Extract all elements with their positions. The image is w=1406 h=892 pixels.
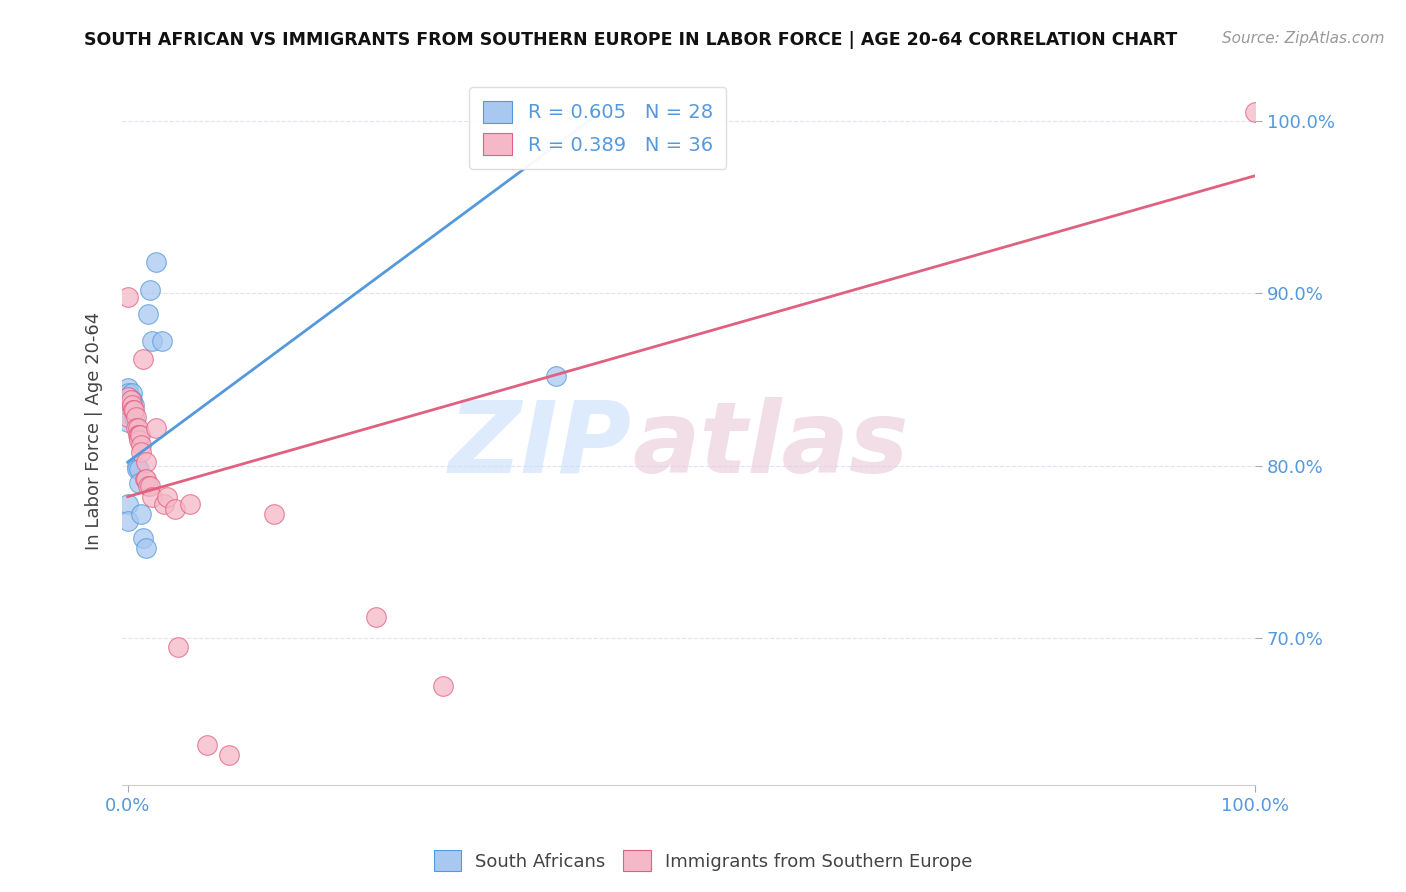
Point <box>124 403 146 417</box>
Point <box>1244 104 1267 119</box>
Point <box>128 475 150 490</box>
Point <box>141 490 163 504</box>
Point <box>125 462 148 476</box>
Point <box>136 307 159 321</box>
Point <box>135 455 157 469</box>
Point <box>117 390 139 404</box>
Point <box>124 410 146 425</box>
Point <box>132 351 155 366</box>
Point <box>195 738 218 752</box>
Point <box>132 531 155 545</box>
Point <box>117 403 139 417</box>
Text: ZIP: ZIP <box>449 397 631 494</box>
Text: atlas: atlas <box>631 397 908 494</box>
Point <box>432 680 454 694</box>
Point <box>117 381 139 395</box>
Point <box>122 403 145 417</box>
Point <box>179 497 201 511</box>
Point <box>128 433 150 447</box>
Point <box>129 438 152 452</box>
Point <box>150 334 173 349</box>
Point <box>117 497 139 511</box>
Point <box>134 472 156 486</box>
Point <box>124 410 146 425</box>
Point <box>218 748 240 763</box>
Text: SOUTH AFRICAN VS IMMIGRANTS FROM SOUTHERN EUROPE IN LABOR FORCE | AGE 20-64 CORR: SOUTH AFRICAN VS IMMIGRANTS FROM SOUTHER… <box>84 31 1178 49</box>
Point <box>129 507 152 521</box>
Point <box>117 398 139 412</box>
Point <box>163 501 186 516</box>
Text: Source: ZipAtlas.com: Source: ZipAtlas.com <box>1222 31 1385 46</box>
Point <box>117 386 139 401</box>
Point <box>152 497 174 511</box>
Point <box>121 386 143 401</box>
Point <box>117 390 139 404</box>
Legend: R = 0.605   N = 28, R = 0.389   N = 36: R = 0.605 N = 28, R = 0.389 N = 36 <box>470 87 727 169</box>
Point <box>124 420 146 434</box>
Point <box>124 398 146 412</box>
Point <box>117 289 139 303</box>
Point <box>364 610 387 624</box>
Point <box>145 420 167 434</box>
Point <box>125 458 148 473</box>
Point <box>145 255 167 269</box>
Point <box>167 640 190 654</box>
Point <box>139 283 162 297</box>
Point <box>136 479 159 493</box>
Point <box>139 479 162 493</box>
Point <box>129 445 152 459</box>
Point <box>128 462 150 476</box>
Y-axis label: In Labor Force | Age 20-64: In Labor Force | Age 20-64 <box>86 312 103 550</box>
Point <box>117 416 139 430</box>
Point <box>129 427 152 442</box>
Point <box>127 420 149 434</box>
Point <box>121 392 143 407</box>
Point <box>117 410 139 425</box>
Point <box>121 398 143 412</box>
Point <box>117 392 139 407</box>
Point <box>135 541 157 556</box>
Point <box>117 398 139 412</box>
Point <box>120 392 142 407</box>
Point <box>141 334 163 349</box>
Point <box>120 392 142 407</box>
Point <box>128 427 150 442</box>
Point <box>135 472 157 486</box>
Point <box>127 427 149 442</box>
Point <box>263 507 285 521</box>
Legend: South Africans, Immigrants from Southern Europe: South Africans, Immigrants from Southern… <box>426 843 980 879</box>
Point <box>117 407 139 421</box>
Point <box>544 368 567 383</box>
Point <box>117 514 139 528</box>
Point <box>156 490 179 504</box>
